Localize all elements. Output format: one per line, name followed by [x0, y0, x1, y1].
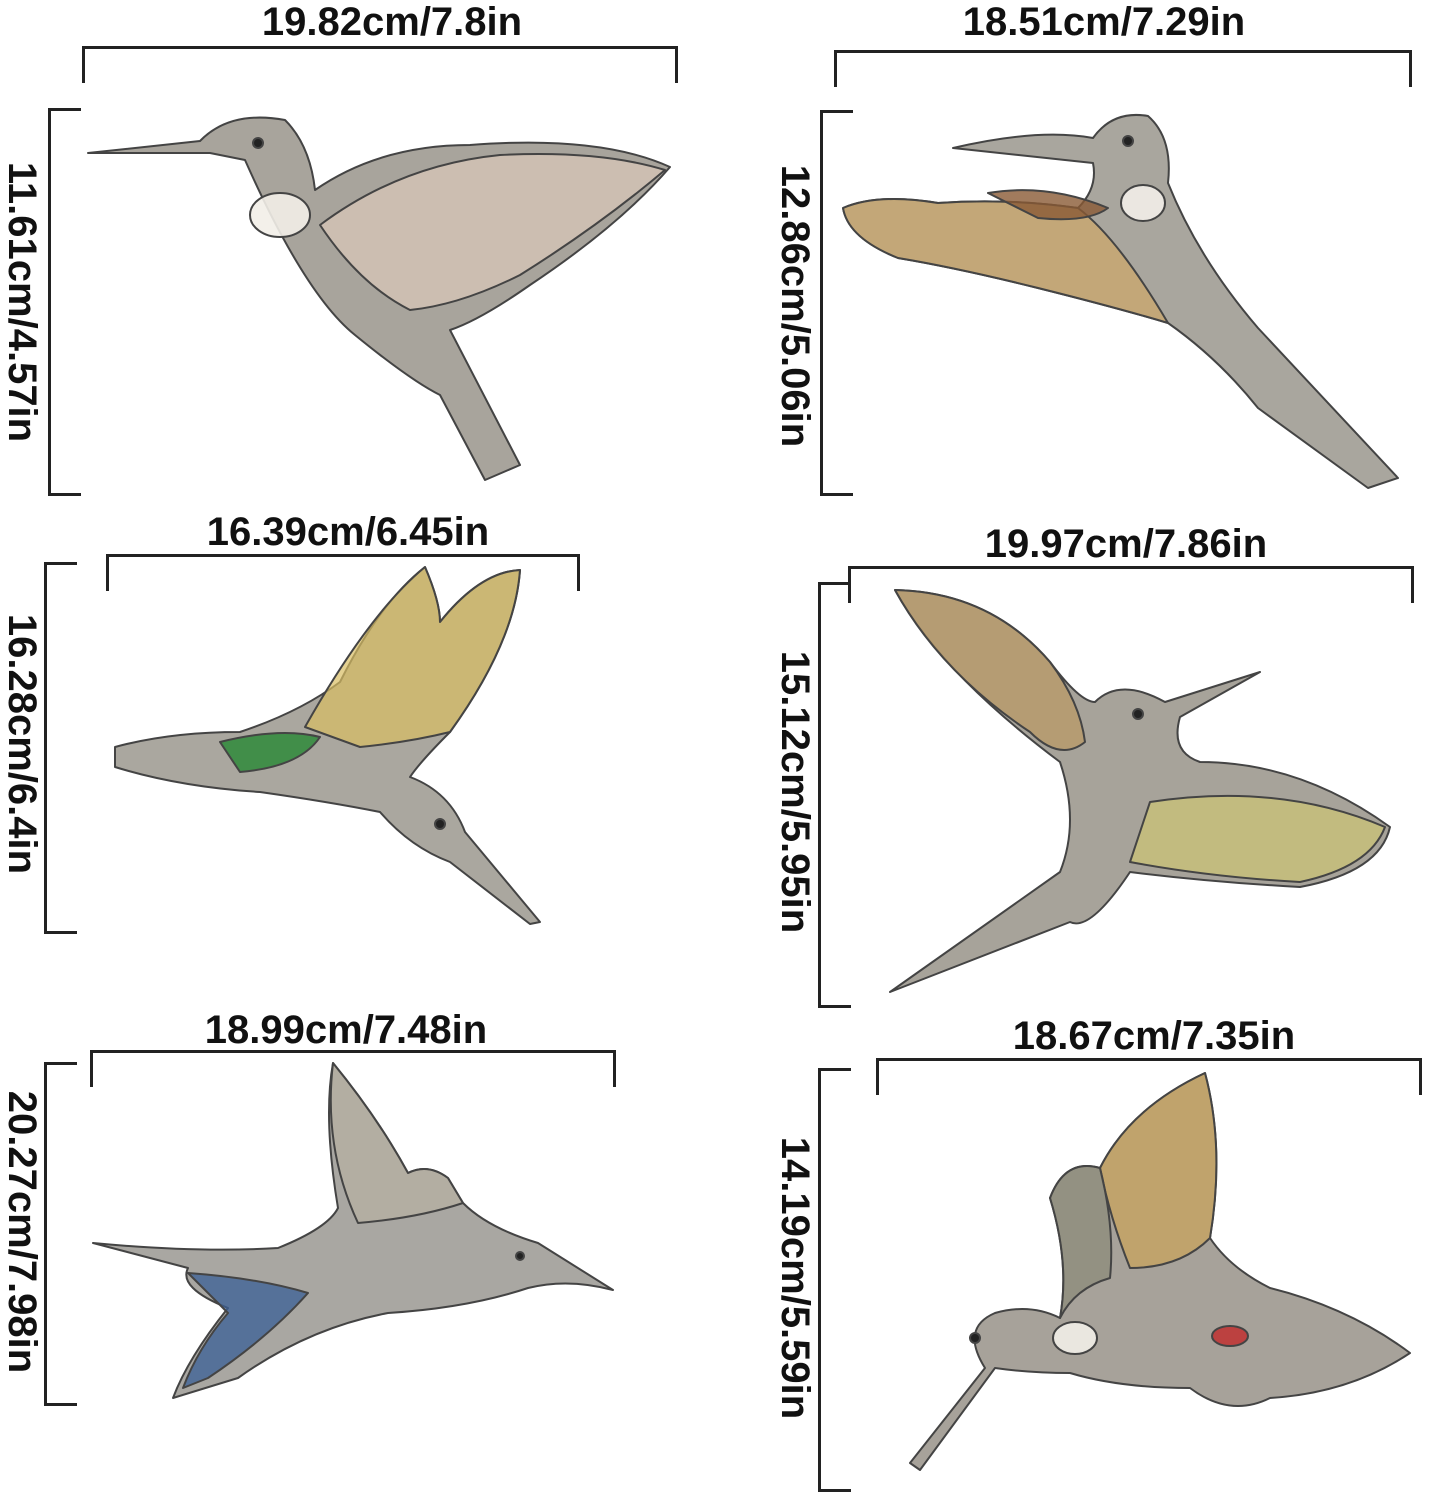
height-label: 15.12cm/5.95in: [773, 650, 817, 934]
height-bracket: [818, 1068, 851, 1492]
width-label: 19.97cm/7.86in: [984, 522, 1268, 566]
hummingbird-icon: [838, 110, 1403, 493]
height-label: 11.61cm/4.57in: [0, 161, 44, 443]
hummingbird-icon: [905, 1068, 1415, 1475]
height-label: 12.86cm/5.06in: [773, 164, 817, 448]
width-bracket: [876, 1058, 1422, 1095]
height-bracket: [820, 110, 853, 496]
height-bracket: [818, 582, 851, 1008]
hummingbird-icon: [88, 1058, 618, 1403]
height-label: 20.27cm/7.98in: [0, 1090, 44, 1374]
width-bracket: [90, 1050, 616, 1087]
width-label: 18.99cm/7.48in: [204, 1008, 488, 1052]
height-label: 14.19cm/5.59in: [773, 1136, 817, 1420]
hummingbird-icon: [83, 112, 675, 485]
width-label: 18.67cm/7.35in: [1012, 1014, 1296, 1058]
height-bracket: [48, 108, 81, 496]
width-label: 16.39cm/6.45in: [206, 510, 490, 554]
hummingbird-icon: [885, 585, 1395, 997]
height-bracket: [44, 562, 77, 934]
width-label: 19.82cm/7.8in: [261, 0, 523, 44]
height-label: 16.28cm/6.4in: [0, 613, 44, 875]
width-bracket: [834, 50, 1412, 87]
hummingbird-icon: [110, 562, 545, 929]
height-bracket: [44, 1062, 77, 1406]
width-bracket: [106, 554, 580, 591]
width-bracket: [82, 46, 678, 83]
width-label: 18.51cm/7.29in: [962, 0, 1246, 44]
